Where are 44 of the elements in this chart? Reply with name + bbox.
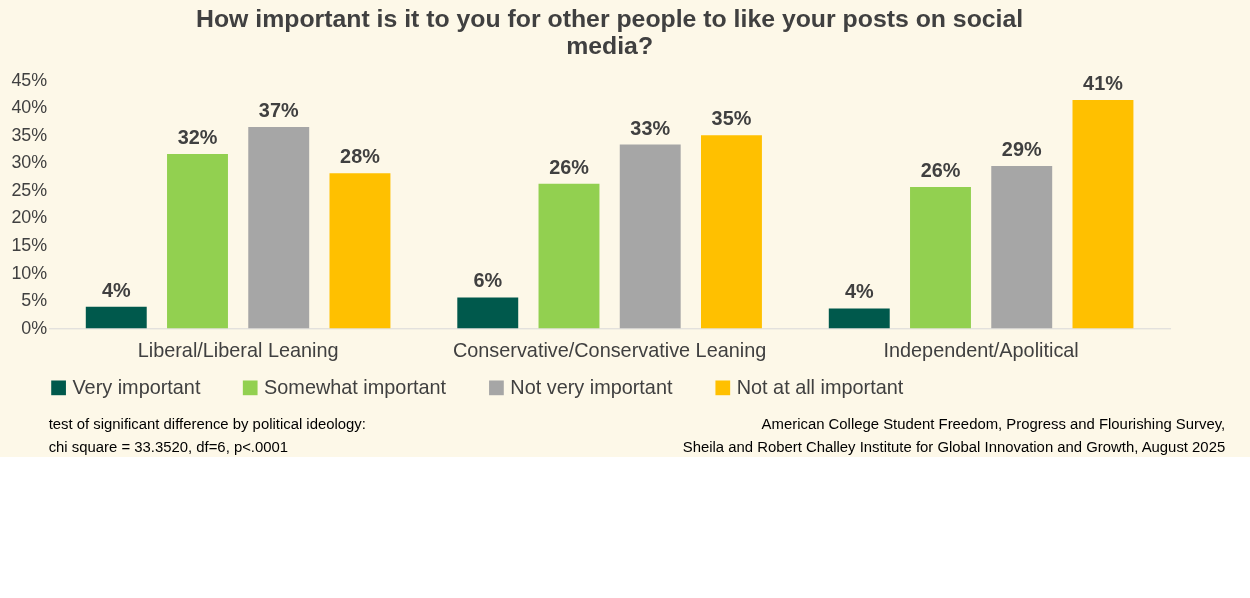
bar bbox=[167, 153, 228, 329]
y-tick-label: 25% bbox=[11, 179, 48, 200]
data-label: 32% bbox=[177, 126, 218, 149]
legend-label: Not at all important bbox=[736, 375, 904, 398]
y-tick-label: 30% bbox=[11, 152, 48, 173]
bar bbox=[329, 173, 391, 329]
data-label: 28% bbox=[340, 145, 381, 168]
bar bbox=[910, 187, 971, 329]
y-tick-label: 0% bbox=[21, 317, 48, 338]
data-label: 41% bbox=[1083, 72, 1124, 94]
bar bbox=[1072, 99, 1134, 329]
x-tick-label: Independent/Apolitical bbox=[883, 338, 1079, 361]
bar bbox=[991, 166, 1053, 329]
data-label: 35% bbox=[711, 107, 752, 130]
bar bbox=[701, 135, 762, 329]
data-label: 4% bbox=[844, 280, 874, 303]
data-label: 26% bbox=[920, 159, 961, 182]
y-tick-label: 45% bbox=[11, 69, 48, 90]
y-tick-label: 10% bbox=[11, 262, 48, 283]
text: American College Student Freedom, Progress and Flourishing Survey, Sheila and Robert Challey Institute for Global Innovation and Growth, August 2025 bbox=[682, 416, 1226, 455]
legend-label: Somewhat important bbox=[264, 375, 447, 398]
data-label: 6% bbox=[473, 269, 503, 292]
data-label: 26% bbox=[549, 155, 590, 178]
x-tick-label: Liberal/Liberal Leaning bbox=[137, 338, 339, 361]
data-label: 4% bbox=[101, 278, 131, 301]
y-tick-label: 35% bbox=[11, 124, 48, 145]
bar bbox=[619, 144, 681, 329]
y-tick-label: 40% bbox=[11, 97, 48, 118]
y-tick-label: 5% bbox=[21, 290, 48, 311]
bar bbox=[828, 308, 890, 329]
chart-title: How important is it to you for other people to like your posts on social media? bbox=[196, 5, 1024, 60]
bar bbox=[457, 297, 519, 329]
bar bbox=[538, 183, 600, 329]
bar bbox=[248, 126, 310, 329]
x-tick-label: Conservative/Conservative Leaning bbox=[452, 338, 767, 361]
data-label: 33% bbox=[630, 116, 671, 139]
bar bbox=[85, 306, 147, 329]
y-tick-label: 15% bbox=[11, 235, 48, 255]
data-label: 37% bbox=[258, 99, 299, 122]
legend-label: Very important bbox=[72, 375, 201, 398]
data-label: 29% bbox=[1001, 138, 1042, 161]
y-tick-label: 20% bbox=[11, 207, 48, 228]
text: test of significant difference by political ideology: chi square = 33.3520, df=6, p<.0001 bbox=[48, 416, 366, 455]
legend-label: Not very important bbox=[510, 375, 673, 398]
